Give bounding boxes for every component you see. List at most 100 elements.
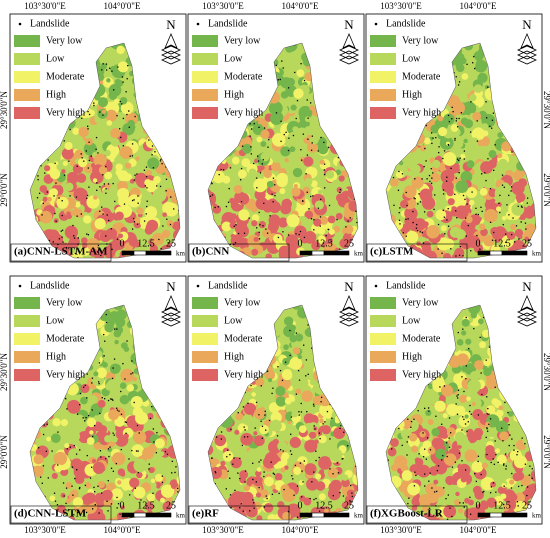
zone-patch bbox=[78, 126, 89, 138]
zone-patch bbox=[404, 214, 418, 229]
landslide-point bbox=[86, 454, 88, 457]
landslide-point bbox=[337, 472, 340, 474]
landslide-point bbox=[476, 234, 478, 237]
zone-patch bbox=[517, 234, 523, 240]
zone-patch bbox=[464, 449, 478, 463]
landslide-point bbox=[124, 421, 126, 423]
landslide-point bbox=[482, 491, 484, 493]
landslide-point bbox=[136, 424, 139, 427]
landslide-point bbox=[279, 449, 282, 451]
landslide-point bbox=[58, 238, 61, 240]
zone-patch bbox=[515, 192, 526, 203]
zone-patch bbox=[105, 182, 111, 189]
landslide-point bbox=[237, 472, 239, 474]
zone-patch bbox=[511, 181, 525, 195]
landslide-point bbox=[476, 120, 478, 122]
landslide-point bbox=[432, 172, 434, 174]
legend-label: Very high bbox=[224, 369, 263, 380]
legend-label: Landslide bbox=[386, 280, 426, 291]
landslide-point bbox=[315, 450, 317, 452]
zone-patch bbox=[290, 104, 297, 111]
landslide-point bbox=[301, 470, 303, 472]
landslide-point bbox=[53, 492, 56, 494]
zone-patch bbox=[452, 252, 464, 258]
landslide-point bbox=[303, 460, 305, 462]
landslide-point bbox=[96, 182, 98, 184]
zone-patch bbox=[341, 474, 349, 481]
landslide-point bbox=[69, 446, 71, 448]
landslide-point bbox=[456, 395, 458, 397]
landslide-point bbox=[71, 466, 74, 468]
legend-label: Low bbox=[402, 315, 421, 326]
zone-patch bbox=[80, 396, 88, 405]
scale-unit: km bbox=[354, 512, 364, 520]
zone-patch bbox=[513, 455, 528, 469]
zone-patch bbox=[480, 350, 485, 355]
landslide-point bbox=[84, 384, 86, 387]
longitude-label: 104°0'0"E bbox=[460, 1, 497, 11]
zone-patch bbox=[115, 317, 126, 328]
landslide-point bbox=[436, 490, 438, 493]
landslide-point bbox=[490, 486, 493, 488]
landslide-point bbox=[320, 396, 323, 399]
landslide-point bbox=[503, 485, 505, 487]
scale-bar bbox=[299, 512, 313, 518]
zone-patch bbox=[279, 188, 286, 195]
landslide-point bbox=[463, 150, 466, 152]
landslide-point bbox=[405, 218, 407, 220]
zone-patch bbox=[98, 97, 109, 108]
landslide-point bbox=[253, 162, 255, 165]
landslide-point bbox=[501, 427, 503, 429]
landslide-point bbox=[320, 401, 322, 403]
landslide-point bbox=[260, 420, 262, 422]
landslide-point bbox=[345, 226, 347, 228]
zone-patch bbox=[63, 137, 70, 144]
zone-patch bbox=[269, 419, 282, 432]
landslide-point bbox=[416, 223, 418, 226]
landslide-point bbox=[431, 142, 433, 145]
landslide-point bbox=[126, 340, 128, 342]
landslide-point bbox=[254, 427, 256, 429]
zone-patch bbox=[457, 444, 462, 449]
landslide-point bbox=[306, 154, 309, 156]
landslide-point bbox=[122, 81, 124, 83]
zone-patch bbox=[463, 87, 471, 94]
scale-bar bbox=[489, 250, 503, 256]
landslide-point bbox=[463, 418, 465, 421]
landslide-point bbox=[124, 378, 126, 380]
landslide-point bbox=[466, 203, 468, 205]
zone-patch bbox=[50, 233, 64, 247]
zone-patch bbox=[146, 493, 155, 502]
zone-patch bbox=[293, 183, 298, 189]
zone-patch bbox=[483, 235, 495, 247]
zone-patch bbox=[122, 490, 134, 502]
zone-patch bbox=[471, 401, 476, 406]
zone-patch bbox=[498, 405, 504, 411]
landslide-point bbox=[441, 423, 443, 425]
landslide-point bbox=[118, 410, 120, 412]
legend-swatch bbox=[370, 315, 396, 327]
zone-patch bbox=[481, 329, 490, 338]
landslide-point bbox=[477, 213, 479, 216]
zone-patch bbox=[33, 454, 44, 465]
zone-patch bbox=[46, 436, 52, 442]
landslide-point bbox=[110, 398, 112, 400]
landslide-point bbox=[105, 63, 108, 65]
zone-patch bbox=[96, 367, 107, 379]
zone-patch bbox=[429, 466, 439, 476]
landslide-point bbox=[443, 385, 446, 387]
landslide-point bbox=[300, 63, 302, 65]
zone-patch bbox=[93, 371, 99, 377]
zone-patch bbox=[66, 399, 81, 414]
zone-patch bbox=[111, 452, 126, 466]
landslide-point bbox=[482, 316, 485, 319]
landslide-point bbox=[292, 134, 295, 137]
landslide-point bbox=[77, 511, 79, 514]
landslide-point bbox=[486, 396, 488, 398]
landslide-point bbox=[258, 126, 260, 128]
landslide-point bbox=[91, 382, 93, 384]
landslide-point bbox=[116, 328, 118, 330]
zone-patch bbox=[500, 439, 513, 452]
landslide-point bbox=[211, 194, 214, 196]
zone-patch bbox=[458, 508, 464, 514]
